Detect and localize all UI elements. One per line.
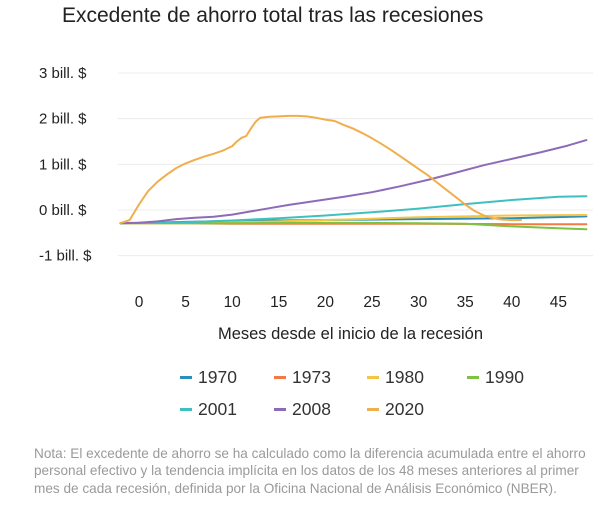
legend-swatch xyxy=(180,376,192,379)
series-line-2008 xyxy=(119,139,588,225)
legend-label: 2001 xyxy=(198,399,237,419)
x-tick-label: 20 xyxy=(317,294,335,311)
y-tick-label: 2 bill. $ xyxy=(39,111,87,128)
y-tick-label: -1 bill. $ xyxy=(39,248,92,265)
legend-swatch xyxy=(367,408,379,411)
x-tick-label: 0 xyxy=(135,294,144,311)
x-tick-label: 30 xyxy=(410,294,428,311)
legend-label: 1990 xyxy=(485,367,524,387)
x-tick-label: 45 xyxy=(550,294,567,311)
legend-label: 1980 xyxy=(385,367,424,387)
legend-item-2001: 2001 xyxy=(180,399,237,420)
y-tick-label: 0 bill. $ xyxy=(39,202,87,219)
series-lines xyxy=(119,114,588,231)
legend-label: 1973 xyxy=(292,367,331,387)
series-line-2020 xyxy=(119,114,523,225)
legend-item-1980: 1980 xyxy=(367,367,424,388)
x-tick-label: 5 xyxy=(181,294,190,311)
legend-swatch xyxy=(274,376,286,379)
x-tick-label: 40 xyxy=(503,294,521,311)
grid-lines xyxy=(118,72,593,257)
legend-swatch xyxy=(367,376,379,379)
legend-swatch xyxy=(274,408,286,411)
x-axis-tick-labels: 0 5 10 15 20 25 30 35 40 45 xyxy=(135,294,567,311)
y-tick-label: 3 bill. $ xyxy=(39,65,87,82)
legend-item-1973: 1973 xyxy=(274,367,331,388)
series-line-1990 xyxy=(119,221,588,231)
y-axis-tick-labels: 3 bill. $ 2 bill. $ 1 bill. $ 0 bill. $ -1 b… xyxy=(39,65,92,265)
line-chart: 3 bill. $ 2 bill. $ 1 bill. $ 0 bill. $ -1 b… xyxy=(39,65,593,311)
legend-label: 2008 xyxy=(292,399,331,419)
legend-label: 1970 xyxy=(198,367,237,387)
legend-item-1970: 1970 xyxy=(180,367,237,388)
series-line-2001 xyxy=(119,195,588,225)
legend-item-1990: 1990 xyxy=(467,367,524,388)
legend-item-2008: 2008 xyxy=(274,399,331,420)
legend-item-2020: 2020 xyxy=(367,399,424,420)
x-tick-label: 25 xyxy=(363,294,380,311)
chart-title: Excedente de ahorro total tras las reces… xyxy=(62,4,484,27)
legend-swatch xyxy=(180,408,192,411)
footnote: Nota: El excedente de ahorro se ha calcu… xyxy=(34,446,586,496)
x-tick-label: 35 xyxy=(457,294,474,311)
legend-label: 2020 xyxy=(385,399,424,419)
x-tick-label: 10 xyxy=(224,294,242,311)
x-tick-label: 15 xyxy=(270,294,287,311)
y-tick-label: 1 bill. $ xyxy=(39,156,87,173)
x-axis-label: Meses desde el inicio de la recesión xyxy=(217,325,484,343)
legend-swatch xyxy=(467,376,479,379)
